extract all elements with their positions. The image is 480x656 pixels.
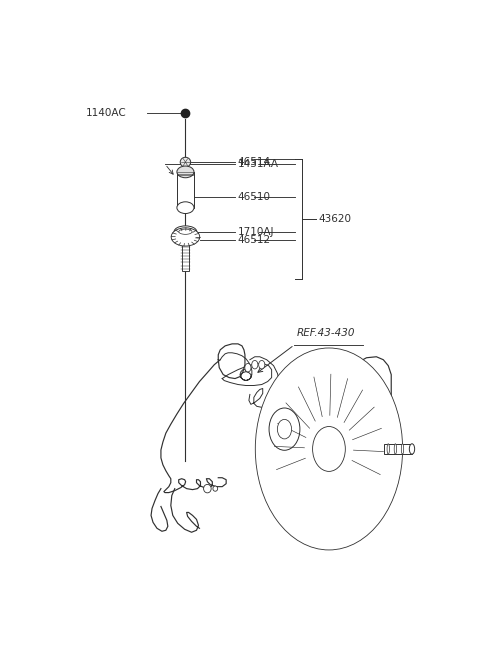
Ellipse shape bbox=[401, 443, 404, 454]
Ellipse shape bbox=[245, 363, 251, 372]
Bar bbox=[384, 443, 412, 454]
Ellipse shape bbox=[174, 226, 197, 237]
Ellipse shape bbox=[312, 426, 345, 472]
Ellipse shape bbox=[177, 166, 194, 178]
Ellipse shape bbox=[179, 229, 192, 234]
Text: 43620: 43620 bbox=[318, 215, 351, 224]
Ellipse shape bbox=[177, 202, 194, 213]
Ellipse shape bbox=[213, 486, 217, 491]
Ellipse shape bbox=[204, 484, 211, 493]
Ellipse shape bbox=[394, 443, 396, 454]
Text: 1140AC: 1140AC bbox=[86, 108, 127, 118]
Ellipse shape bbox=[269, 408, 300, 450]
Ellipse shape bbox=[259, 360, 265, 369]
Ellipse shape bbox=[171, 228, 200, 246]
Text: 46512: 46512 bbox=[238, 236, 271, 245]
Ellipse shape bbox=[277, 419, 291, 439]
Text: 1710AJ: 1710AJ bbox=[238, 227, 274, 237]
Text: REF.43-430: REF.43-430 bbox=[297, 329, 355, 338]
Ellipse shape bbox=[387, 443, 389, 454]
Bar bbox=[177, 172, 194, 208]
Ellipse shape bbox=[409, 443, 415, 454]
Text: 46514: 46514 bbox=[238, 157, 271, 167]
Ellipse shape bbox=[180, 157, 191, 167]
Text: 46510: 46510 bbox=[238, 192, 271, 202]
Ellipse shape bbox=[252, 360, 258, 369]
Bar bbox=[182, 245, 189, 271]
Text: 1431AA: 1431AA bbox=[238, 159, 278, 169]
Ellipse shape bbox=[275, 374, 384, 523]
Ellipse shape bbox=[255, 348, 403, 550]
